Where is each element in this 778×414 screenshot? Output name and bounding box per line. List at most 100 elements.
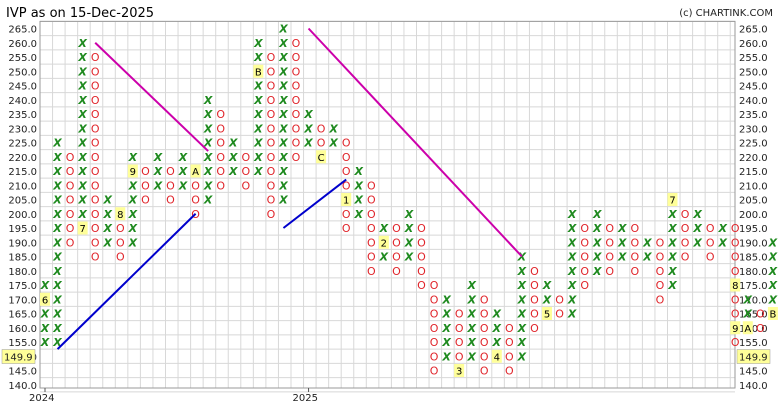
o-box: O [91,65,100,78]
x-box: X [128,236,138,249]
o-box: O [417,251,426,264]
x-box: X [203,94,213,107]
o-box: O [580,265,589,278]
x-box: X [253,80,263,93]
x-box: X [278,122,288,135]
x-box: X [77,165,87,178]
y-tick-label-left: 220.0 [8,153,37,164]
x-box: X [77,137,87,150]
x-box: X [128,222,138,235]
x-box: X [228,151,238,164]
o-box: O [141,179,150,192]
x-box: X [404,251,414,264]
resistance-trendline [307,27,523,258]
last-price-box [1,349,36,364]
o-box: O [580,222,589,235]
o-box: O [392,265,401,278]
y-axis-left: 265.0 260.0 255.0 250.0 245.0 240.0 235.0 230.0… [1,25,37,392]
o-box: O [241,179,250,192]
y-tick-label-right: 155.0 [739,338,768,349]
x-box: X [567,265,577,278]
o-box: O [656,293,665,306]
y-tick-label-right: 185.0 [739,253,768,264]
month-marker: 9 [130,167,136,178]
month-marker-bg [40,292,50,306]
x-box: X [52,308,62,321]
o-box: O [430,279,439,292]
o-box: O [480,308,489,321]
x-box: X [567,208,577,221]
o-box: O [605,265,614,278]
x-box: X [743,293,753,306]
x-box: X [441,322,451,335]
x-box: X [52,179,62,192]
y-tick-label-left: 140.0 [8,381,37,392]
x-box: X [517,279,527,292]
x-box: X [466,293,476,306]
x-box: X [103,222,113,235]
x-box: X [692,208,702,221]
x-box: X [404,208,414,221]
y-tick-label-right: 230.0 [739,124,768,135]
gridlines [39,20,736,393]
x-box: X [52,251,62,264]
o-box: O [417,236,426,249]
y-tick-label-left: 205.0 [8,196,37,207]
month-marker: 3 [456,367,462,378]
x-box: X [77,65,87,78]
o-box: O [367,179,376,192]
x-box: X [128,194,138,207]
o-box: O [292,151,301,164]
o-box: O [342,165,351,178]
y-tick-label-right: 190.0 [739,238,768,249]
o-box: O [267,51,276,64]
o-box: O [731,265,740,278]
month-marker-bg [454,364,465,377]
chart-credit: (c) CHARTINK.COM [679,8,773,19]
o-box: O [91,137,100,150]
o-box: O [480,293,489,306]
o-box: O [66,222,75,235]
month-marker: 7 [79,224,85,235]
x-box: X [354,165,364,178]
x-box: X [128,208,138,221]
o-box: O [216,179,225,192]
x-box: X [667,236,677,249]
x-box: X [278,165,288,178]
x-box: X [692,222,702,235]
y-tick-label-left: 200.0 [8,210,37,221]
x-box: X [253,165,263,178]
x-box: X [203,151,213,164]
x-box: X [52,236,62,249]
x-box: X [717,236,727,249]
o-box: O [116,251,125,264]
x-box: X [517,350,527,363]
x-box: X [642,236,652,249]
chart-title: IVP as on 15-Dec-2025 [6,6,154,21]
o-box: O [191,179,200,192]
o-box: O [430,293,439,306]
x-box: X [379,251,389,264]
x-box: X [203,122,213,135]
o-box: O [166,194,175,207]
y-tick-label-right: 200.0 [739,210,768,221]
x-box: X [592,222,602,235]
x-box: X [567,236,577,249]
x-box: X [153,165,163,178]
x-box: X [441,308,451,321]
o-box: O [455,350,464,363]
o-box: O [91,80,100,93]
o-box: O [731,308,740,321]
y-tick-label-left: 235.0 [8,110,37,121]
y-tick-label-left: 265.0 [8,25,37,36]
x-box: X [52,322,62,335]
x-box: X [77,37,87,50]
x-box: X [253,137,263,150]
o-box: O [267,165,276,178]
o-box: O [342,179,351,192]
o-box: O [480,365,489,378]
x-box: X [178,179,188,192]
o-box: O [430,336,439,349]
x-box: X [567,293,577,306]
o-box: O [455,308,464,321]
